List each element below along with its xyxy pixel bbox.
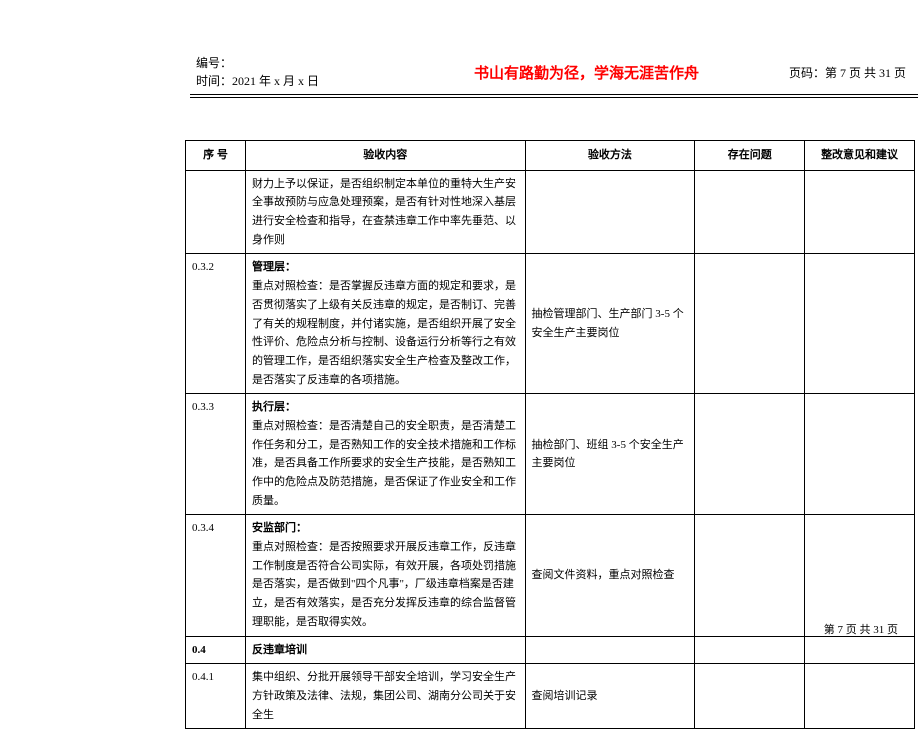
cell-num: 0.4 [186,636,246,664]
cell-content: 反违章培训 [245,636,525,664]
section-title: 安监部门： [252,522,307,534]
cell-suggest [805,394,915,515]
col-header-num: 序 号 [186,141,246,171]
cell-method [525,636,695,664]
cell-issue [695,515,805,636]
cell-suggest [805,636,915,664]
doc-code: 编号： [196,54,384,72]
time-value: 2021 年 x 月 x 日 [232,74,319,88]
table-header-row: 序 号 验收内容 验收方法 存在问题 整改意见和建议 [186,141,915,171]
cell-content: 执行层： 重点对照检查：是否清楚自己的安全职责，是否清楚工作任务和分工，是否熟知… [245,394,525,515]
cell-suggest [805,254,915,394]
col-header-suggest: 整改意见和建议 [805,141,915,171]
table-row: 0.4 反违章培训 [186,636,915,664]
header-page-info: 页码：第 7 页 共 31 页 [783,50,918,94]
col-header-issue: 存在问题 [695,141,805,171]
section-title: 执行层： [252,401,296,413]
header-motto: 书山有路勤为径，学海无涯苦作舟 [390,50,783,94]
acceptance-table: 序 号 验收内容 验收方法 存在问题 整改意见和建议 财力上予以保证，是否组织制… [185,140,915,729]
cell-method: 抽检管理部门、生产部门 3-5 个安全生产主要岗位 [525,254,695,394]
table-row: 0.3.3 执行层： 重点对照检查：是否清楚自己的安全职责，是否清楚工作任务和分… [186,394,915,515]
cell-issue [695,636,805,664]
col-header-content: 验收内容 [245,141,525,171]
table-row: 0.4.1 集中组织、分批开展领导干部安全培训，学习安全生产方针政策及法律、法规… [186,664,915,729]
cell-method: 查阅培训记录 [525,664,695,729]
section-num: 0.4 [192,644,206,656]
section-title: 反违章培训 [252,644,307,656]
cell-content: 财力上予以保证，是否组织制定本单位的重特大生产安全事故预防与应急处理预案，是否有… [245,170,525,254]
page-footer: 第 7 页 共 31 页 [824,621,898,637]
cell-content: 管理层： 重点对照检查：是否掌握反违章方面的规定和要求，是否贯彻落实了上级有关反… [245,254,525,394]
page-header: 编号： 时间：2021 年 x 月 x 日 书山有路勤为径，学海无涯苦作舟 页码… [190,50,918,98]
cell-issue [695,664,805,729]
cell-num: 0.3.3 [186,394,246,515]
cell-suggest [805,170,915,254]
cell-method [525,170,695,254]
cell-method: 查阅文件资料，重点对照检查 [525,515,695,636]
cell-num [186,170,246,254]
table-row: 财力上予以保证，是否组织制定本单位的重特大生产安全事故预防与应急处理预案，是否有… [186,170,915,254]
cell-content: 安监部门： 重点对照检查：是否按照要求开展反违章工作，反违章工作制度是否符合公司… [245,515,525,636]
cell-issue [695,170,805,254]
section-body: 重点对照检查：是否清楚自己的安全职责，是否清楚工作任务和分工，是否熟知工作的安全… [252,420,516,507]
cell-issue [695,254,805,394]
cell-content: 集中组织、分批开展领导干部安全培训，学习安全生产方针政策及法律、法规，集团公司、… [245,664,525,729]
section-body: 重点对照检查：是否按照要求开展反违章工作，反违章工作制度是否符合公司实际，有效开… [252,541,516,628]
col-header-method: 验收方法 [525,141,695,171]
section-title: 管理层： [252,261,296,273]
cell-suggest [805,515,915,636]
section-body: 重点对照检查：是否掌握反违章方面的规定和要求，是否贯彻落实了上级有关反违章的规定… [252,280,516,385]
table-row: 0.3.2 管理层： 重点对照检查：是否掌握反违章方面的规定和要求，是否贯彻落实… [186,254,915,394]
doc-time: 时间：2021 年 x 月 x 日 [196,72,384,90]
header-left-block: 编号： 时间：2021 年 x 月 x 日 [190,50,390,94]
cell-num: 0.3.4 [186,515,246,636]
cell-method: 抽检部门、班组 3-5 个安全生产主要岗位 [525,394,695,515]
time-label: 时间： [196,74,232,88]
cell-num: 0.3.2 [186,254,246,394]
cell-issue [695,394,805,515]
table-row: 0.3.4 安监部门： 重点对照检查：是否按照要求开展反违章工作，反违章工作制度… [186,515,915,636]
cell-num: 0.4.1 [186,664,246,729]
cell-suggest [805,664,915,729]
